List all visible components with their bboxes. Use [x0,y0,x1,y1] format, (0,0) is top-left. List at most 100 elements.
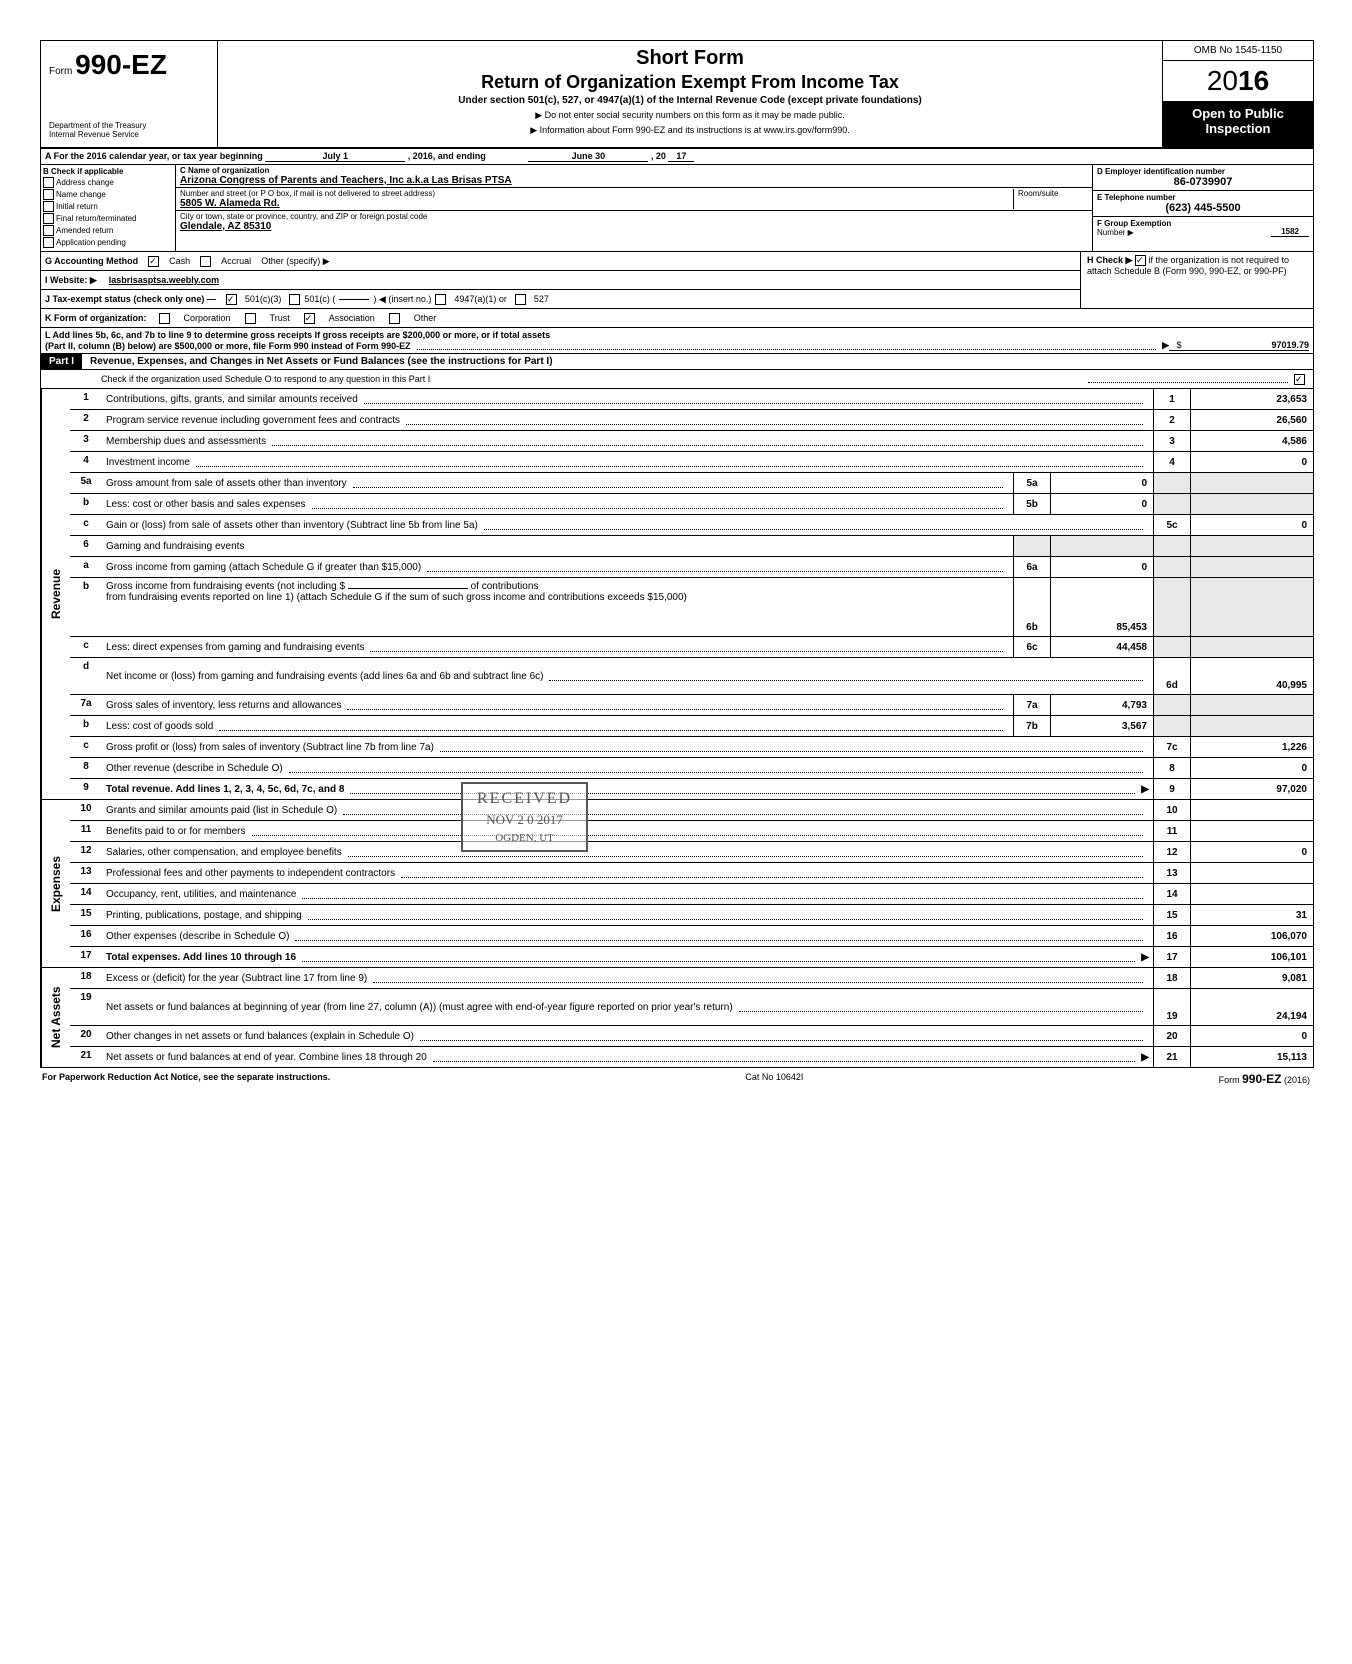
check-initial-return[interactable]: Initial return [43,201,173,212]
netassets-body: 18 Excess or (deficit) for the year (Sub… [70,968,1313,1067]
dept-treasury: Department of the Treasury [49,121,209,130]
dollar-sign: $ [1169,340,1189,351]
line-8: 8 Other revenue (describe in Schedule O)… [70,758,1313,779]
line-num: d [70,658,102,694]
checkbox-other-org[interactable] [389,313,400,324]
line-num: b [70,716,102,736]
line-num: c [70,637,102,657]
shaded-cell [1190,578,1313,636]
line-desc: Benefits paid to or for members [106,826,246,837]
line-value: 23,653 [1190,389,1313,409]
subtitle-info: ▶ Information about Form 990-EZ and its … [238,125,1142,136]
check-label: Application pending [56,238,126,247]
org-name-label: C Name of organization [180,166,1088,175]
group-exemption-row: F Group Exemption Number ▶ 1582 [1093,217,1313,239]
line-value: 1,226 [1190,737,1313,757]
line-value: 15,113 [1190,1047,1313,1067]
line-end-num: 3 [1153,431,1190,451]
accrual-label: Accrual [211,256,261,266]
checkbox-501c3[interactable] [226,294,237,305]
line-num: 5a [70,473,102,493]
checkbox-accrual[interactable] [200,256,211,267]
line-value: 106,101 [1190,947,1313,967]
part-1-check-text: Check if the organization used Schedule … [41,374,1082,384]
checkbox-527[interactable] [515,294,526,305]
line-num: 18 [70,968,102,988]
line-value: 9,081 [1190,968,1313,988]
501c3-label: 501(c)(3) [237,294,290,304]
line-desc: Other revenue (describe in Schedule O) [106,763,283,774]
checkbox-icon[interactable] [43,213,54,224]
line-end-num: 2 [1153,410,1190,430]
line-desc: Excess or (deficit) for the year (Subtra… [106,973,367,984]
stamp-received: RECEIVED [477,790,572,808]
check-label: Final return/terminated [56,214,136,223]
shaded-cell [1190,536,1313,556]
row-l-value: 97019.79 [1189,340,1309,351]
expenses-section: Expenses 10 Grants and similar amounts p… [41,800,1313,968]
line-end-num: 15 [1153,905,1190,925]
ein-row: D Employer identification number 86-0739… [1093,165,1313,191]
checkbox-schedule-b[interactable] [1135,255,1146,266]
mid-num: 7a [1013,695,1050,715]
line-num: 12 [70,842,102,862]
line-num: 17 [70,947,102,967]
checkbox-icon[interactable] [43,237,54,248]
check-application-pending[interactable]: Application pending [43,237,173,248]
city-value: Glendale, AZ 85310 [180,221,1088,232]
check-address-change[interactable]: Address change [43,177,173,188]
footer-form-prefix: Form [1219,1075,1240,1085]
insert-no-label: ) ◀ (insert no.) [369,294,435,305]
year-suffix: 16 [1238,65,1269,96]
part-1-title: Revenue, Expenses, and Changes in Net As… [82,356,553,367]
line-6a: a Gross income from gaming (attach Sched… [70,557,1313,578]
line-21: 21 Net assets or fund balances at end of… [70,1047,1313,1067]
checkbox-4947[interactable] [435,294,446,305]
check-final-return[interactable]: Final return/terminated [43,213,173,224]
arrow-icon: ▶ [1141,1052,1149,1063]
line-end-num: 9 [1153,779,1190,799]
line-desc: Occupancy, rent, utilities, and maintena… [106,889,296,900]
checkbox-icon[interactable] [43,201,54,212]
check-amended[interactable]: Amended return [43,225,173,236]
line-value: 24,194 [1190,989,1313,1025]
line-end-num: 17 [1153,947,1190,967]
checkbox-cash[interactable] [148,256,159,267]
mid-num: 6b [1013,578,1050,636]
group-ex-number-label: Number ▶ [1097,228,1171,237]
checkbox-trust[interactable] [245,313,256,324]
line-5c: c Gain or (loss) from sale of assets oth… [70,515,1313,536]
other-org-label: Other [400,313,451,323]
line-end-num: 1 [1153,389,1190,409]
check-name-change[interactable]: Name change [43,189,173,200]
net-assets-section: Net Assets 18 Excess or (deficit) for th… [41,968,1313,1067]
line-value [1190,800,1313,820]
right-box: OMB No 1545-1150 2016 Open to Public Ins… [1163,41,1313,147]
line-desc: Total revenue. Add lines 1, 2, 3, 4, 5c,… [106,784,344,795]
row-a-mid: , 2016, and ending [408,151,486,161]
shaded-cell [1153,716,1190,736]
line-6d: d Net income or (loss) from gaming and f… [70,658,1313,695]
checkbox-schedule-o[interactable] [1294,374,1305,385]
line-desc: Professional fees and other payments to … [106,868,395,879]
line-value: 31 [1190,905,1313,925]
line-end-num: 8 [1153,758,1190,778]
line-num: 10 [70,800,102,820]
501c-label: 501(c) ( [300,294,339,304]
line-6c: c Less: direct expenses from gaming and … [70,637,1313,658]
part-1-label: Part I [41,354,82,369]
mid-num: 6c [1013,637,1050,657]
checkbox-icon[interactable] [43,189,54,200]
checkbox-association[interactable] [304,313,315,324]
group-ex-value: 1582 [1271,227,1309,237]
line-desc: Program service revenue including govern… [106,415,400,426]
line-17: 17 Total expenses. Add lines 10 through … [70,947,1313,967]
checkbox-501c[interactable] [289,294,300,305]
year-prefix: 20 [1207,65,1238,96]
line-6b-desc1: Gross income from fundraising events (no… [106,581,345,592]
row-i-label: I Website: ▶ [41,273,101,288]
checkbox-icon[interactable] [43,225,54,236]
checkbox-corporation[interactable] [159,313,170,324]
form-number: 990-EZ [75,49,167,80]
checkbox-icon[interactable] [43,177,54,188]
